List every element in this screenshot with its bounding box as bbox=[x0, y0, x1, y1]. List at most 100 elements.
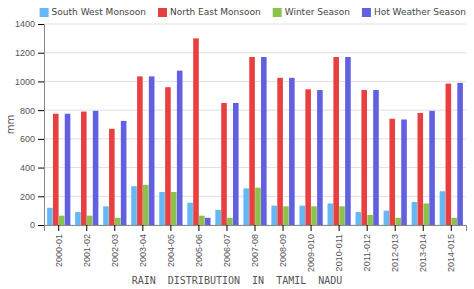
tick-label: 600 bbox=[20, 134, 35, 144]
tick: 2005-06 bbox=[194, 225, 204, 267]
bar bbox=[137, 76, 143, 225]
bar bbox=[412, 202, 418, 225]
tick-label: 200 bbox=[20, 192, 35, 202]
bar bbox=[233, 103, 239, 225]
tick-label: 2004-05 bbox=[166, 234, 176, 267]
bar bbox=[261, 57, 267, 225]
tick-label: 2000-01 bbox=[54, 234, 64, 267]
tick-label: 2008-09 bbox=[278, 234, 288, 267]
tick-mark bbox=[255, 225, 256, 231]
bar bbox=[149, 76, 155, 225]
tick-mark bbox=[339, 225, 340, 231]
bar bbox=[446, 84, 452, 225]
tick: 2006-07 bbox=[222, 225, 232, 267]
bar-series bbox=[65, 57, 463, 225]
bar bbox=[451, 218, 457, 225]
bar bbox=[429, 111, 435, 225]
legend-label: South West Monsoon bbox=[52, 7, 146, 17]
tick-label: 2005-06 bbox=[194, 234, 204, 267]
grid-line bbox=[44, 110, 466, 111]
tick: 2004-05 bbox=[166, 225, 176, 267]
tick-label: 2002-03 bbox=[110, 234, 120, 267]
bar bbox=[389, 119, 395, 225]
tick: 1400 bbox=[15, 19, 44, 29]
bar bbox=[283, 206, 289, 225]
tick-mark bbox=[226, 225, 227, 231]
tick-mark bbox=[38, 168, 44, 169]
tick: 200 bbox=[20, 192, 44, 202]
legend: South West Monsoon North East Monsoon Wint… bbox=[40, 7, 466, 17]
tick: 400 bbox=[20, 163, 44, 173]
tick-mark bbox=[38, 53, 44, 54]
legend-swatch bbox=[40, 8, 49, 17]
bar bbox=[457, 83, 463, 225]
bar bbox=[243, 188, 249, 225]
tick-label: 2012-013 bbox=[390, 234, 400, 272]
bar bbox=[165, 87, 171, 225]
tick: 2009-010 bbox=[306, 225, 316, 272]
legend-item: Winter Season bbox=[273, 7, 350, 17]
bar bbox=[143, 185, 149, 225]
y-axis: 0 200 400 600 800 1000 1200 1400 bbox=[15, 19, 45, 230]
tick-label: 0 bbox=[30, 220, 35, 230]
bar bbox=[367, 215, 373, 225]
plot-area: 0 200 400 600 800 1000 1200 1400 2000-01 2001-02 2… bbox=[15, 19, 467, 272]
bar bbox=[59, 216, 65, 225]
tick: 0 bbox=[30, 220, 44, 230]
bar bbox=[255, 188, 261, 225]
bar bbox=[339, 206, 345, 225]
bar bbox=[440, 191, 446, 225]
tick: 800 bbox=[20, 106, 44, 116]
legend-swatch bbox=[362, 8, 371, 17]
bar bbox=[299, 206, 305, 225]
bar bbox=[317, 90, 323, 225]
legend-swatch bbox=[158, 8, 167, 17]
bar bbox=[277, 78, 283, 225]
tick: 2001-02 bbox=[82, 225, 92, 267]
bar bbox=[384, 211, 390, 225]
legend-item: North East Monsoon bbox=[158, 7, 261, 17]
tick-mark bbox=[38, 225, 44, 226]
tick: 2011-012 bbox=[362, 225, 372, 271]
tick-mark bbox=[142, 225, 143, 231]
tick-label: 1400 bbox=[15, 19, 35, 29]
tick: 1000 bbox=[15, 77, 44, 87]
bar bbox=[115, 218, 121, 225]
bar bbox=[177, 71, 183, 225]
tick-mark bbox=[86, 225, 87, 231]
tick: 2012-013 bbox=[390, 225, 400, 272]
tick-mark bbox=[283, 225, 284, 231]
bar bbox=[327, 203, 333, 225]
tick-label: 2013-014 bbox=[418, 234, 428, 272]
bar bbox=[171, 192, 177, 225]
bar-series bbox=[47, 186, 445, 225]
axis-line bbox=[45, 226, 467, 232]
bar bbox=[187, 203, 193, 225]
bar bbox=[361, 90, 367, 225]
tick: 2007-08 bbox=[250, 225, 260, 267]
bar bbox=[47, 208, 53, 225]
bar bbox=[311, 206, 317, 225]
title: RAIN DISTRIBUTION IN TAMIL NADU bbox=[132, 275, 343, 286]
bar bbox=[356, 212, 362, 225]
tick-label: 2001-02 bbox=[82, 234, 92, 267]
bar bbox=[93, 111, 99, 225]
bar bbox=[221, 103, 227, 225]
tick: 2010-011 bbox=[334, 225, 344, 271]
tick-label: 2011-012 bbox=[362, 234, 372, 271]
tick-mark bbox=[114, 225, 115, 231]
legend-item: South West Monsoon bbox=[40, 7, 146, 17]
bar bbox=[395, 218, 401, 225]
axis-line bbox=[38, 25, 45, 226]
bar bbox=[193, 38, 199, 225]
tick-mark bbox=[38, 196, 44, 197]
bar bbox=[121, 121, 127, 225]
legend-label: Winter Season bbox=[285, 7, 350, 17]
grid-line bbox=[44, 24, 466, 25]
bar bbox=[199, 216, 205, 225]
bar-series bbox=[59, 185, 457, 225]
bar bbox=[159, 192, 165, 225]
tick-label: 1200 bbox=[15, 48, 35, 58]
grid-line bbox=[44, 81, 466, 82]
tick-label: 2014-015 bbox=[446, 234, 456, 272]
